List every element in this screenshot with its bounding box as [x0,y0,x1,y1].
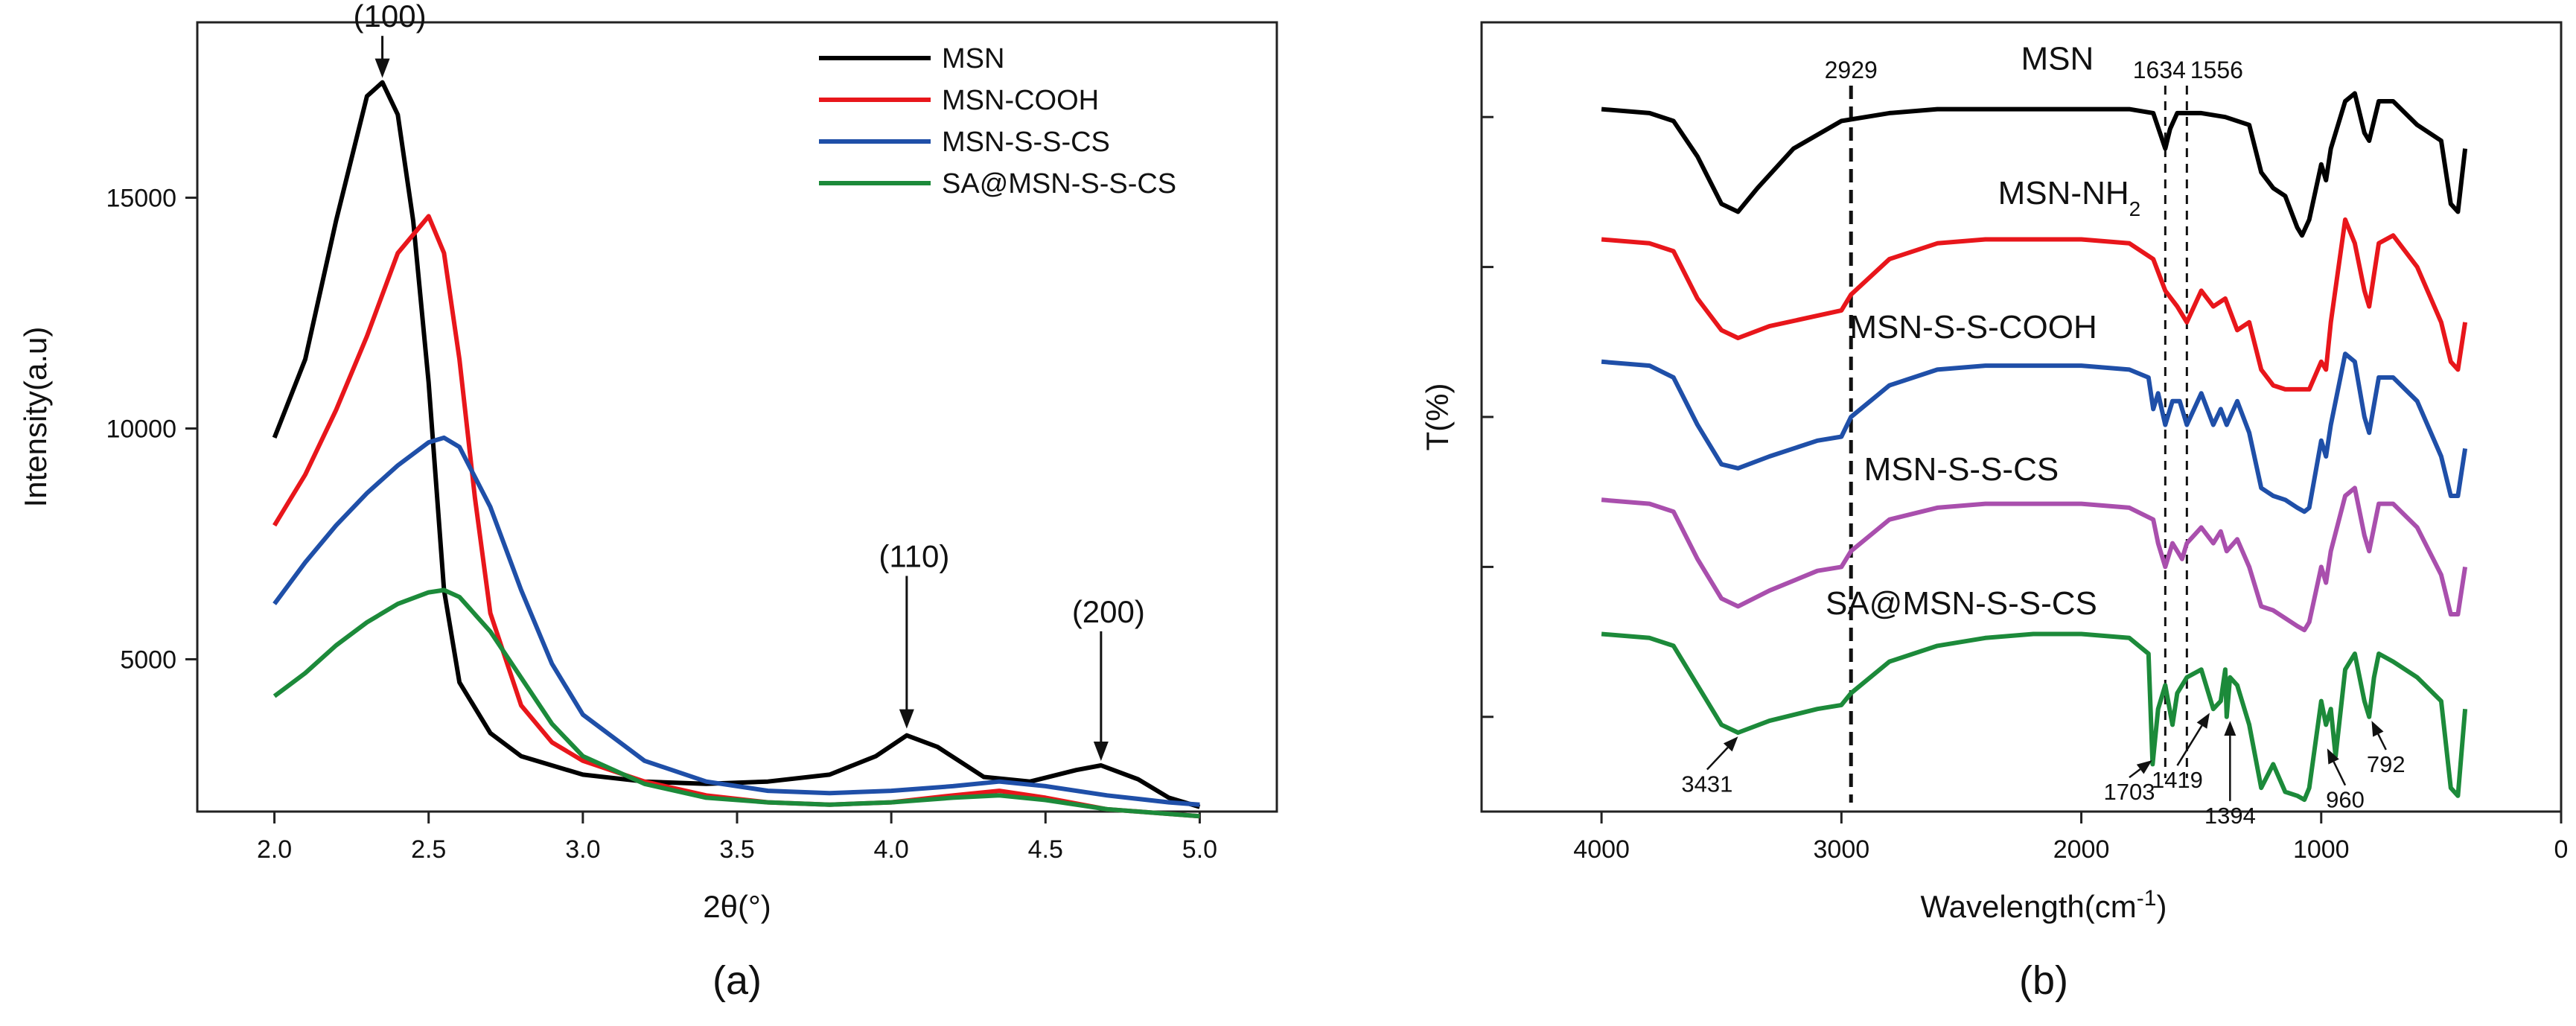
plot-a-annotation-arrowhead [1093,742,1109,762]
plot-b-series-label: MSN [2021,41,2094,77]
plot-b-series-label: MSN-S-S-COOH [1849,309,2097,345]
panel-a: 2.0 2.5 3.0 3.5 4.0 4.5 5.0 5000 10000 15000 (10… [18,0,1278,1003]
plot-b-peak-arrow [2129,768,2141,779]
plot-b-xtick-label: 2000 [2053,835,2110,864]
plot-b-peak-arrowhead [2136,760,2152,774]
plot-b-peak-arrowhead [2327,748,2339,765]
plot-a-xtick-label: 5.0 [1182,835,1217,864]
plot-a-ytick-label: 15000 [106,185,176,213]
plot-a-ylabel: Intensity(a.u) [18,327,53,508]
plot-a-ytick-label: 5000 [120,646,176,674]
plot-b-xlabel: Wavelength(cm-1) [1921,886,2167,925]
plot-a-xtick-label: 3.0 [565,835,600,864]
plot-b-peak-arrowhead [2371,721,2384,737]
plot-b-xlabel-sup: -1 [2137,886,2157,911]
plot-a-series-line [272,587,1200,819]
plot-b-xlabel-close: ) [2156,889,2167,924]
plot-a-legend-label: MSN [942,43,1004,74]
plot-a-legend-label: MSN-S-S-CS [942,127,1110,158]
plot-b-series-label: MSN-NH2 [1998,175,2141,220]
plot-b-peak-label: 1419 [2152,767,2203,793]
plot-a-annotation: (100) [354,0,427,34]
plot-b-series-line [1601,351,2468,514]
plot-a-frame [196,21,1278,813]
plot-b-peak-arrowhead [2196,713,2210,729]
panel-a-label: (a) [712,958,762,1003]
plot-a-annotation: (110) [879,538,949,573]
plot-b-peak-label: 792 [2367,751,2406,777]
plot-b-series-label-main: MSN-NH [1998,175,2129,211]
plot-b-reference-label: 2929 [1825,57,1878,83]
plot-a-series-line [272,435,1200,807]
plot-b-xtick-label: 1000 [2293,835,2350,864]
plot-a-annotation: (200) [1072,594,1145,629]
plot-b-peak-arrow [2176,724,2203,766]
plot-b-peak-arrowhead [1723,736,1738,752]
plot-b-peak-label: 3431 [1681,771,1732,797]
panel-b: 4000 3000 2000 1000 0 2929 1634 1556 MSN MSN-NH… [1420,21,2569,1003]
plot-b-peak-label: 1703 [2104,779,2155,805]
plot-b-reference-label: 1634 [2133,57,2186,83]
plot-a-xtick-label: 4.5 [1028,835,1063,864]
plot-a-xlabel: 2θ(°) [703,889,771,924]
plot-a-legend-label: MSN-COOH [942,85,1099,116]
plot-b-frame [1480,21,2563,813]
plot-a-annotation-arrowhead [899,709,914,729]
plot-b-series-line [1601,217,2468,392]
plot-b-peak-arrow [1706,747,1729,771]
plot-b-peak-arrow [2333,761,2347,786]
plot-a-xtick-label: 4.0 [874,835,909,864]
plot-b-peak-arrow [2377,733,2387,751]
plot-b-series-line [1601,91,2468,238]
plot-a-legend-label: SA@MSN-S-S-CS [942,168,1176,200]
plot-a-series-line [272,214,1200,819]
plot-b-series-line [1601,485,2468,633]
plot-b-series-label: SA@MSN-S-S-CS [1826,585,2097,622]
plot-b-reference-label: 1556 [2190,57,2243,83]
plot-a-ytick-label: 10000 [106,415,176,443]
plot-b-peak-arrowhead [2224,721,2237,736]
plot-b-peak-label: 960 [2326,787,2365,813]
plot-a-annotation-arrowhead [374,58,390,78]
plot-b-series-label: MSN-S-S-CS [1864,451,2059,488]
plot-b-xtick-label: 4000 [1573,835,1630,864]
plot-a-xtick-label: 2.0 [257,835,292,864]
plot-b-xlabel-text: Wavelength(cm [1921,889,2137,924]
plot-b-ylabel: T(%) [1420,383,1455,451]
panel-b-label: (b) [2019,958,2068,1003]
plot-a-xtick-label: 2.5 [411,835,446,864]
plot-b-series-line [1601,631,2468,803]
plot-b-series-label-sub: 2 [2129,197,2141,220]
plot-b-xtick-label: 3000 [1814,835,1870,864]
plot-b-xtick-label: 0 [2554,835,2569,864]
plot-a-xtick-label: 3.5 [719,835,754,864]
plot-b-peak-label: 1394 [2204,803,2256,829]
